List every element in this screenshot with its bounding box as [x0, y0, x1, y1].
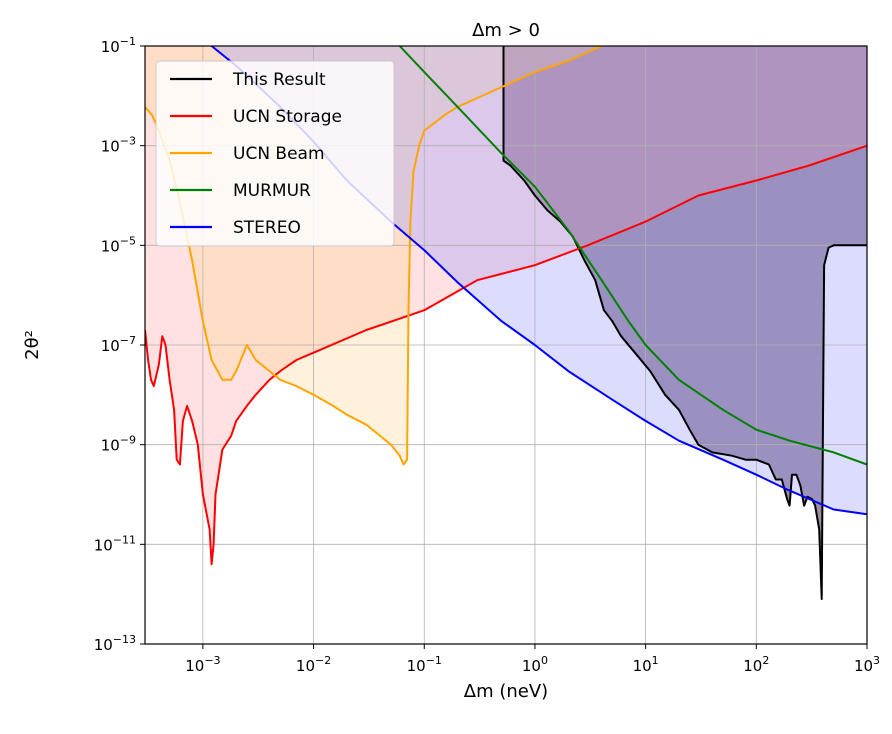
axis-ticks: 10−3 10−2 10−1 100 101 102 103 10−13 10−11 10−9 10… [94, 35, 880, 675]
series-line-ucn-beam [145, 46, 603, 466]
x-tick-label: 100 [522, 654, 548, 675]
y-tick-label: 10−11 [94, 533, 136, 554]
legend-label: UCN Storage [233, 107, 342, 127]
x-tick-label: 102 [743, 654, 769, 675]
y-tick-label: 10−9 [101, 434, 136, 455]
legend-box [155, 60, 395, 247]
x-tick-label: 10−3 [185, 654, 220, 675]
x-tick-label: 103 [854, 654, 880, 675]
legend: This Result UCN Storage UCN Beam MURMUR STER… [155, 60, 395, 247]
y-tick-label: 10−13 [94, 633, 136, 654]
series-line-murmur [398, 46, 867, 466]
series-line-ucn-storage [145, 144, 867, 566]
x-tick-label: 10−2 [296, 654, 331, 675]
y-tick-label: 10−5 [101, 234, 136, 255]
legend-item-this-result: This Result [170, 70, 326, 90]
legend-item-stereo: STEREO [170, 218, 301, 238]
y-tick-label: 10−3 [101, 135, 136, 156]
x-tick-label: 101 [633, 654, 659, 675]
fill-region-this-result [503, 46, 867, 599]
legend-item-murmur: MURMUR [170, 181, 311, 201]
legend-label: UCN Beam [233, 144, 325, 164]
legend-item-ucn-beam: UCN Beam [170, 144, 325, 164]
y-axis-label: 2θ² [22, 330, 43, 360]
chart-title: Δm > 0 [472, 20, 540, 41]
legend-label: STEREO [233, 218, 301, 238]
legend-item-ucn-storage: UCN Storage [170, 107, 342, 127]
y-tick-label: 10−1 [101, 35, 136, 56]
x-axis-label: Δm (neV) [464, 681, 548, 702]
legend-label: MURMUR [233, 181, 311, 201]
legend-label: This Result [232, 70, 326, 90]
y-tick-label: 10−7 [101, 334, 136, 355]
x-tick-label: 10−1 [407, 654, 442, 675]
